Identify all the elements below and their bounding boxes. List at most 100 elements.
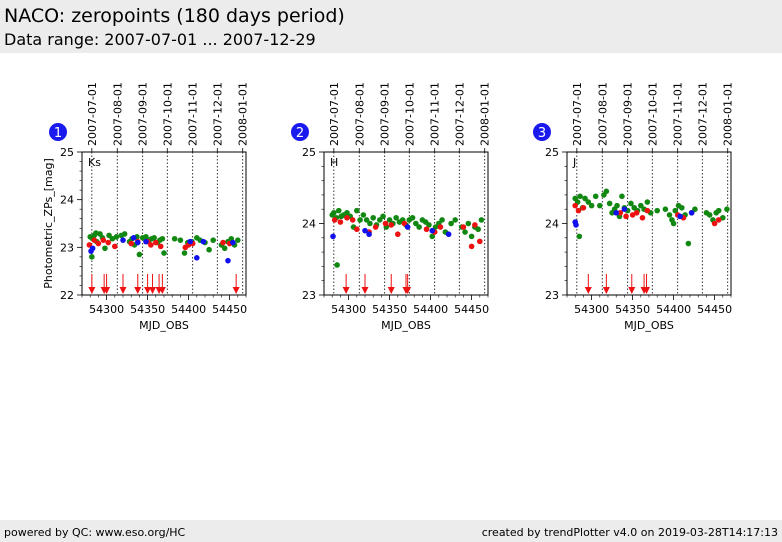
- plot-frame: [566, 151, 732, 296]
- data-point-green: [644, 199, 651, 205]
- data-point-green: [206, 246, 212, 253]
- data-point-green: [654, 207, 660, 214]
- data-range: Data range: 2007-07-01 ... 2007-12-29: [4, 30, 316, 49]
- data-point-red: [344, 214, 350, 221]
- limit-arrow-head: [158, 287, 166, 294]
- data-point-green: [692, 206, 698, 212]
- data-point-blue: [200, 238, 207, 245]
- data-point-blue: [362, 227, 368, 234]
- limit-arrow-head: [628, 287, 636, 294]
- data-point-green: [380, 213, 386, 220]
- data-point-green: [235, 237, 241, 243]
- date-tick-label: 2007-08-01: [353, 82, 366, 146]
- data-point-green: [706, 212, 713, 218]
- x-tick-label: 54300: [89, 303, 124, 316]
- date-tick-label: 2007-11-01: [187, 82, 200, 146]
- data-point-green: [93, 230, 99, 236]
- data-point-blue: [573, 222, 579, 228]
- limit-arrow-head: [103, 287, 111, 294]
- limit-arrow-head: [88, 287, 96, 294]
- data-point-blue: [330, 233, 336, 240]
- data-point-red: [382, 220, 389, 227]
- data-point-blue: [621, 206, 628, 212]
- plot-frame: [81, 151, 247, 296]
- data-point-green: [210, 237, 216, 243]
- data-point-green: [628, 200, 634, 207]
- data-point-green: [715, 207, 722, 214]
- data-point-red: [468, 243, 475, 250]
- data-point-green: [672, 207, 679, 214]
- panel-badge: [291, 123, 309, 141]
- data-point-green: [360, 212, 367, 218]
- data-point-red: [372, 224, 379, 230]
- date-tick-label: 2007-07-01: [86, 82, 99, 146]
- data-point-green: [685, 240, 692, 247]
- data-point-green: [448, 220, 454, 227]
- panel-badge: [49, 123, 67, 141]
- date-tick-label: 2008-01-01: [237, 82, 250, 146]
- x-axis-label: MJD_OBS: [624, 319, 674, 332]
- data-point-blue: [445, 231, 452, 238]
- date-tick-label: 2007-08-01: [596, 82, 609, 146]
- panel-badge-number: 3: [538, 126, 546, 141]
- data-point-blue: [688, 209, 695, 216]
- data-point-green: [439, 217, 445, 223]
- data-point-green: [136, 251, 143, 258]
- data-point-green: [221, 245, 228, 252]
- date-tick-label: 2007-10-01: [161, 82, 174, 146]
- y-axis-label: Photometric_ZPs_[mag]: [42, 158, 55, 289]
- data-point-green: [357, 217, 363, 223]
- data-point-blue: [120, 237, 126, 243]
- data-point-blue: [143, 238, 149, 245]
- limit-arrow-head: [584, 287, 592, 294]
- x-tick-label: 54300: [331, 303, 366, 316]
- limit-arrow-head: [404, 287, 412, 294]
- data-point-blue: [194, 255, 200, 261]
- data-point-green: [597, 202, 603, 209]
- data-point-green: [171, 235, 178, 242]
- data-point-red: [349, 217, 356, 223]
- data-point-blue: [134, 239, 141, 246]
- date-tick-label: 2007-10-01: [646, 82, 659, 146]
- data-point-blue: [366, 231, 372, 238]
- data-point-red: [112, 243, 118, 250]
- data-point-red: [633, 209, 640, 216]
- data-point-red: [91, 237, 98, 243]
- data-point-red: [157, 243, 164, 250]
- data-point-green: [367, 220, 373, 227]
- data-point-blue: [230, 239, 236, 246]
- y-tick-label: 23: [302, 289, 316, 302]
- x-axis-label: MJD_OBS: [381, 319, 431, 332]
- data-point-green: [363, 217, 370, 223]
- data-point-red: [388, 222, 395, 228]
- data-point-green: [393, 214, 399, 221]
- data-point-green: [331, 209, 337, 216]
- data-point-green: [344, 209, 350, 216]
- data-point-red: [580, 204, 587, 211]
- data-point-red: [715, 217, 722, 223]
- date-tick-label: 2007-08-01: [111, 82, 124, 146]
- data-point-green: [102, 245, 108, 252]
- data-point-green: [577, 193, 583, 200]
- x-tick-label: 54450: [454, 303, 489, 316]
- data-point-green: [468, 233, 475, 240]
- data-point-green: [666, 212, 673, 218]
- data-point-green: [161, 250, 167, 256]
- band-label: J: [572, 156, 576, 169]
- footer-bar: powered by QC: www.eso.org/HC created by…: [0, 520, 782, 542]
- data-point-red: [337, 219, 344, 225]
- data-point-red: [401, 220, 408, 227]
- data-point-green: [335, 207, 342, 214]
- date-tick-label: 2008-01-01: [479, 82, 492, 146]
- data-point-green: [462, 229, 468, 235]
- panel-badge-number: 1: [54, 126, 62, 141]
- y-tick-label: 24: [302, 218, 316, 231]
- data-point-red: [331, 217, 338, 223]
- date-tick-label: 2007-09-01: [622, 82, 635, 146]
- data-point-green: [475, 226, 481, 233]
- x-tick-label: 54300: [574, 303, 609, 316]
- data-point-green: [606, 200, 613, 207]
- panel-badge-number: 2: [296, 126, 304, 141]
- data-point-red: [95, 240, 102, 247]
